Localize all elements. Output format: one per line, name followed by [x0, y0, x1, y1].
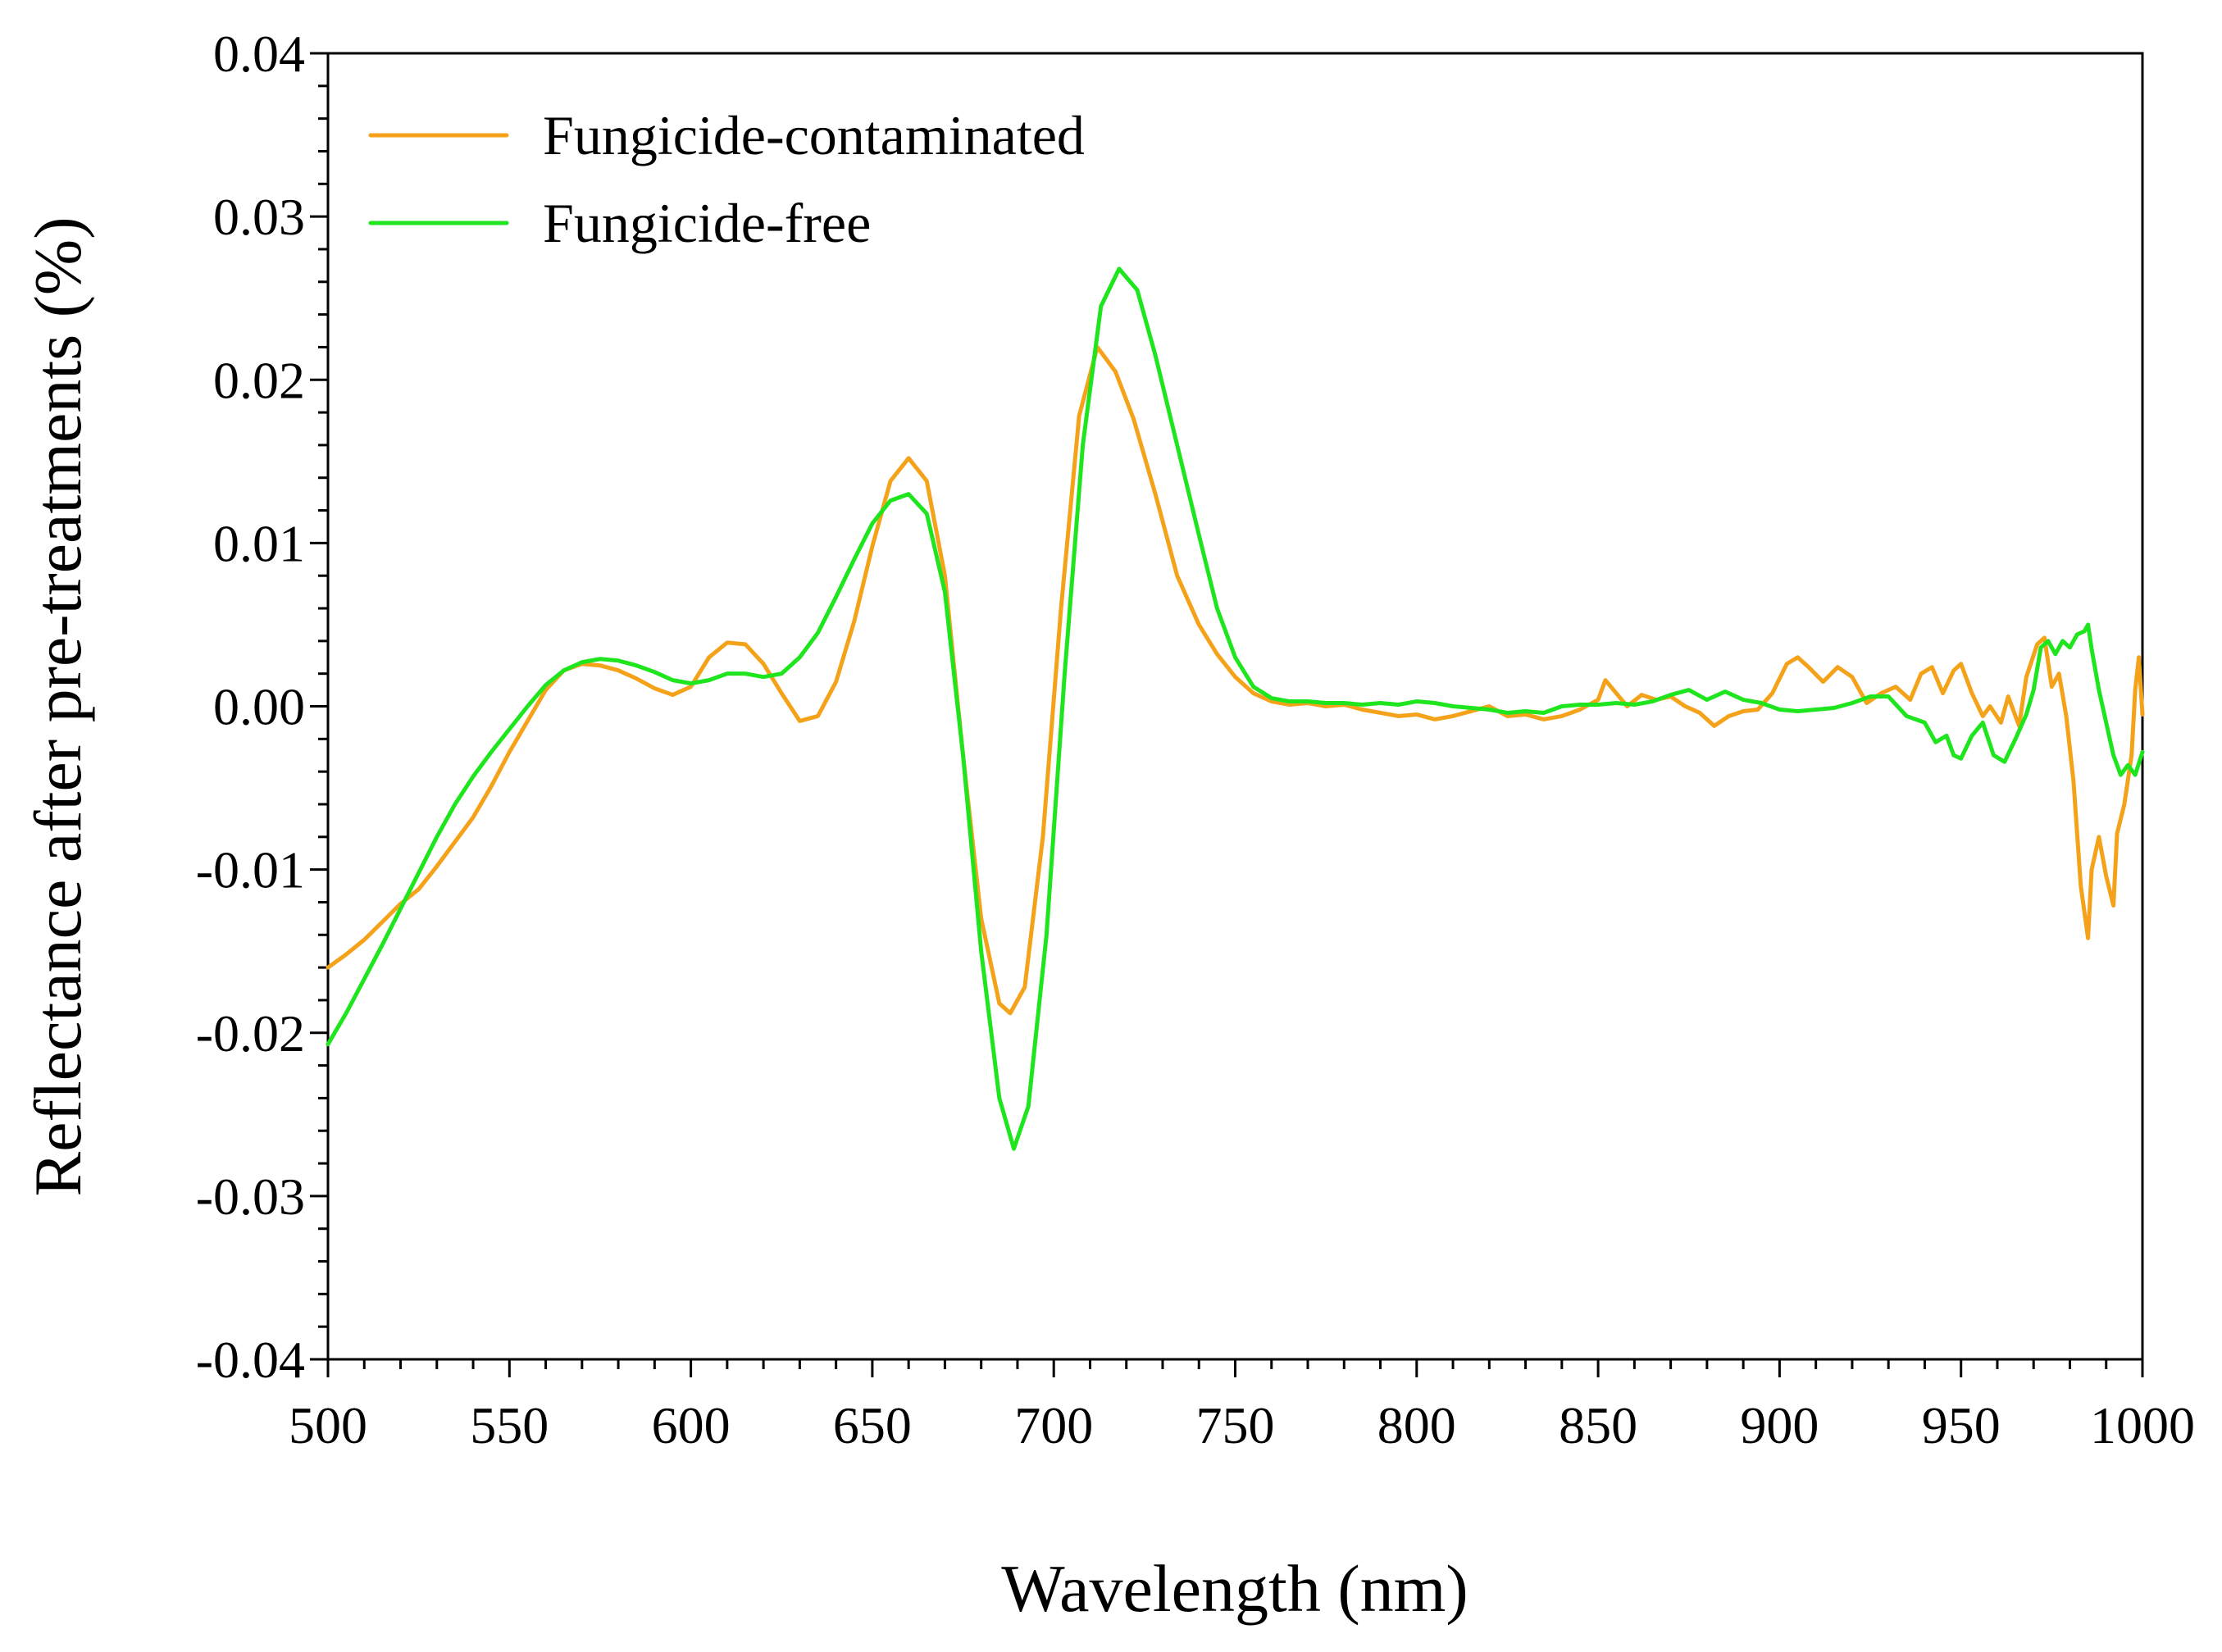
y-tick-label: -0.01 — [196, 841, 305, 899]
x-axis-ticks — [326, 1359, 2144, 1377]
y-axis-ticks — [310, 52, 328, 1361]
x-tick-label: 800 — [1377, 1396, 1456, 1454]
y-tick-label: -0.02 — [196, 1004, 305, 1063]
legend-label-fungicide-contaminated: Fungicide-contaminated — [543, 104, 1085, 166]
y-tick-label: 0.04 — [213, 25, 305, 83]
y-tick-label: 0.03 — [213, 188, 305, 246]
series-line-fungicide-free — [326, 266, 2145, 1151]
y-tick-label: 0.00 — [213, 678, 305, 736]
x-tick-label: 950 — [1922, 1396, 2001, 1454]
y-tick-label: 0.02 — [213, 351, 305, 409]
x-tick-label: 500 — [289, 1396, 367, 1454]
series-line-fungicide-contaminated — [326, 344, 2145, 1016]
y-tick-label: -0.03 — [196, 1167, 305, 1226]
legend: Fungicide-contaminated Fungicide-free — [368, 104, 1085, 254]
legend-label-fungicide-free: Fungicide-free — [543, 192, 871, 254]
x-tick-label: 850 — [1559, 1396, 1637, 1454]
y-axis-tick-labels: -0.04 -0.03 -0.02 -0.01 0.00 0.01 0.02 0.03 0.04 — [196, 25, 305, 1389]
x-axis-title: Wavelength (nm) — [1001, 1551, 1468, 1626]
x-tick-label: 900 — [1740, 1396, 1819, 1454]
x-tick-label: 750 — [1196, 1396, 1275, 1454]
y-tick-label: 0.01 — [213, 514, 305, 572]
series-lines — [326, 266, 2145, 1151]
x-tick-label: 550 — [470, 1396, 549, 1454]
x-axis-tick-labels: 500 550 600 650 700 750 800 850 900 950 1000 — [289, 1396, 2195, 1454]
x-tick-label: 600 — [652, 1396, 731, 1454]
x-tick-label: 1000 — [2090, 1396, 2195, 1454]
x-tick-label: 650 — [833, 1396, 912, 1454]
y-axis-title: Reflectance after pre-treatments (%) — [20, 216, 95, 1196]
y-tick-label: -0.04 — [196, 1331, 305, 1389]
x-tick-label: 700 — [1014, 1396, 1093, 1454]
